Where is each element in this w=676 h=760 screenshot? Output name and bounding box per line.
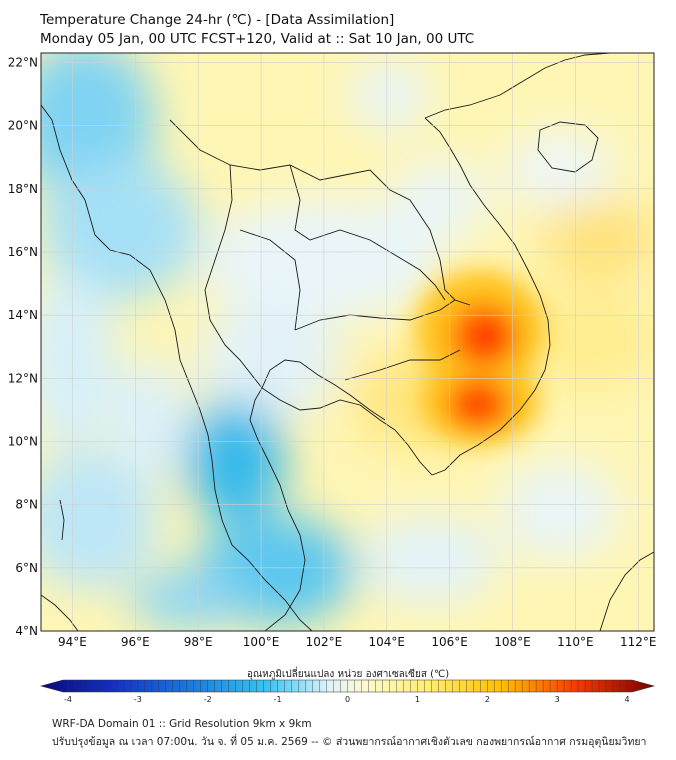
footer-model-info: WRF-DA Domain 01 :: Grid Resolution 9km … xyxy=(52,718,312,730)
temperature-field xyxy=(41,53,654,631)
colorbar-tick-label: -3 xyxy=(134,695,142,704)
colorbar-tick-label: 2 xyxy=(485,695,490,704)
lon-tick-label: 112°E xyxy=(620,635,657,649)
lat-tick-label: 16°N xyxy=(8,245,38,259)
footer-credit: ปรับปรุงข้อมูล ณ เวลา 07:00น. วัน จ. ที่… xyxy=(52,736,647,748)
map-frame xyxy=(40,52,655,632)
lat-tick-label: 10°N xyxy=(8,434,38,448)
lon-tick-label: 104°E xyxy=(369,635,406,649)
lat-tick-label: 14°N xyxy=(8,308,38,322)
lat-tick-label: 6°N xyxy=(15,561,38,575)
colorbar-tick-label: 3 xyxy=(555,695,560,704)
colorbar-label: อุณหภูมิเปลี่ยนแปลง หน่วย องศาเซลเซียส (… xyxy=(247,666,449,680)
longitude-labels: 94°E 96°E 98°E 100°E 102°E 104°E 106°E 108°E 110… xyxy=(58,635,657,649)
lat-tick-label: 8°N xyxy=(15,498,38,512)
colorbar xyxy=(39,679,656,693)
lon-tick-label: 102°E xyxy=(306,635,343,649)
lon-tick-label: 106°E xyxy=(431,635,468,649)
colorbar-tick-label: 0 xyxy=(345,695,350,704)
lat-tick-label: 22°N xyxy=(8,55,38,69)
lon-tick-label: 108°E xyxy=(494,635,531,649)
lat-tick-label: 12°N xyxy=(8,371,38,385)
lon-tick-label: 98°E xyxy=(184,635,213,649)
lon-tick-label: 94°E xyxy=(58,635,87,649)
colorbar-tick-label: -1 xyxy=(274,695,282,704)
lat-tick-label: 4°N xyxy=(15,624,38,638)
lon-tick-label: 100°E xyxy=(243,635,280,649)
map-title: Temperature Change 24-hr (℃) - [Data Ass… xyxy=(40,12,395,28)
lon-tick-label: 110°E xyxy=(557,635,594,649)
colorbar-tick-label: 1 xyxy=(415,695,420,704)
latitude-labels: 4°N 6°N 8°N 10°N 12°N 14°N 16°N 18°N 20°N 22°N xyxy=(8,55,38,638)
lat-tick-label: 20°N xyxy=(8,119,38,133)
coastlines xyxy=(41,53,654,631)
colorbar-tick-label: 4 xyxy=(624,695,629,704)
lon-tick-label: 96°E xyxy=(121,635,150,649)
map-subtitle: Monday 05 Jan, 00 UTC FCST+120, Valid at… xyxy=(40,31,475,47)
colorbar-ticks: -4 -3 -2 -1 0 1 2 3 4 xyxy=(64,695,630,704)
colorbar-tick-label: -4 xyxy=(64,695,72,704)
lat-tick-label: 18°N xyxy=(8,182,38,196)
colorbar-tick-label: -2 xyxy=(204,695,212,704)
